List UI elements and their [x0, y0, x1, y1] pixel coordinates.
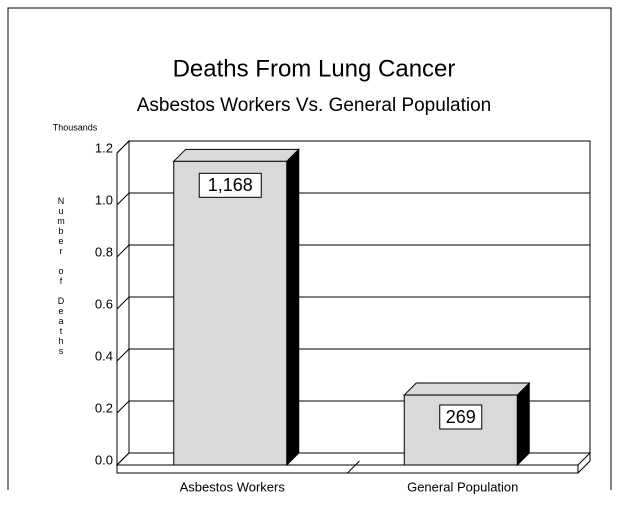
- frame: [7, 7, 612, 490]
- chart-subtitle: Asbestos Workers Vs. General Population: [137, 95, 492, 116]
- y-tick-label: 0.0: [95, 452, 113, 467]
- chart-title: Deaths From Lung Cancer: [173, 55, 456, 82]
- value-label-box: [198, 172, 262, 198]
- unit-label: Thousands: [53, 122, 98, 132]
- grid-line: [116, 348, 590, 362]
- value-label: 1,168: [208, 175, 253, 195]
- grid-line: [116, 192, 590, 206]
- y-tick-label: 0.6: [95, 296, 113, 311]
- grid-line: [116, 296, 590, 310]
- bar: [173, 160, 288, 466]
- y-axis-label: Number of Deaths: [56, 196, 66, 356]
- bar-side: [516, 381, 530, 467]
- y-tick-label: 1.0: [95, 192, 113, 207]
- x-tick-label: General Population: [407, 479, 518, 494]
- y-tick-label: 0.8: [95, 244, 113, 259]
- grid-line: [116, 140, 590, 154]
- bar-top: [172, 148, 300, 162]
- value-label-box: [439, 404, 483, 430]
- bar-top: [403, 382, 531, 396]
- floor-divider: [347, 460, 360, 474]
- value-label: 269: [446, 407, 476, 427]
- bar-side: [286, 148, 300, 467]
- y-tick-label: 0.4: [95, 348, 113, 363]
- y-tick-label: 1.2: [95, 140, 113, 155]
- y-tick-label: 0.2: [95, 400, 113, 415]
- x-tick-label: Asbestos Workers: [180, 479, 286, 494]
- grid-line: [116, 244, 590, 258]
